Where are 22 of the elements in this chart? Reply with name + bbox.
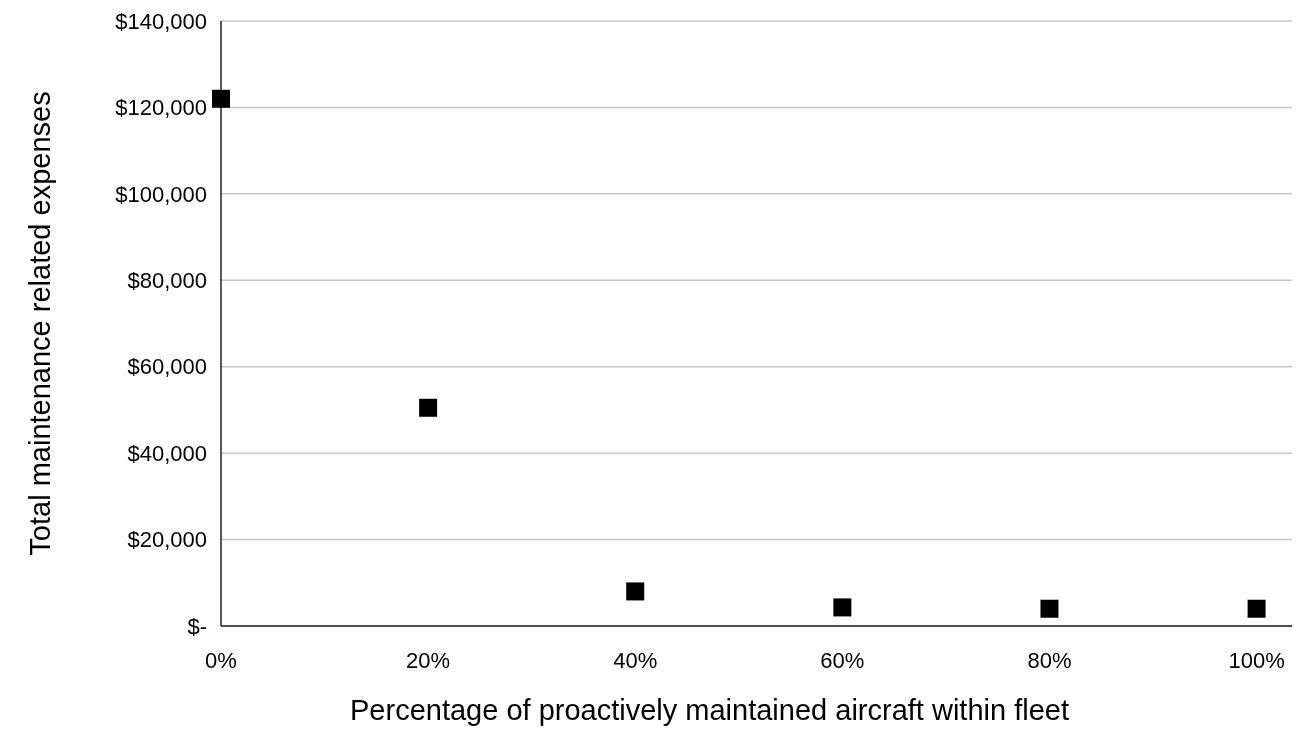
point <box>626 582 645 601</box>
x-tick-label: 60% <box>820 648 865 673</box>
x-tick-label: 80% <box>1027 648 1072 673</box>
x-tick-label: 20% <box>406 648 451 673</box>
y-tick-label: $140,000 <box>115 8 207 34</box>
point <box>1247 599 1266 618</box>
y-tick-label: $20,000 <box>127 527 207 553</box>
y-tick-label: $100,000 <box>115 181 207 207</box>
y-tick-label: $40,000 <box>127 440 207 466</box>
point <box>1040 599 1059 618</box>
x-axis-title: Percentage of proactively maintained aircraft within fleet <box>350 694 1069 726</box>
x-tick-label: 0% <box>205 648 237 673</box>
y-tick-label: $60,000 <box>127 354 207 380</box>
y-tick-label: $80,000 <box>127 267 207 293</box>
point <box>419 398 438 417</box>
point <box>833 598 852 617</box>
x-tick-label: 100% <box>1228 648 1285 673</box>
x-tick-label: 40% <box>613 648 658 673</box>
y-axis-title: Total maintenance related expenses <box>24 91 56 556</box>
y-tick-label: $120,000 <box>115 95 207 121</box>
point <box>212 89 230 108</box>
y-tick-label: $- <box>187 613 207 639</box>
